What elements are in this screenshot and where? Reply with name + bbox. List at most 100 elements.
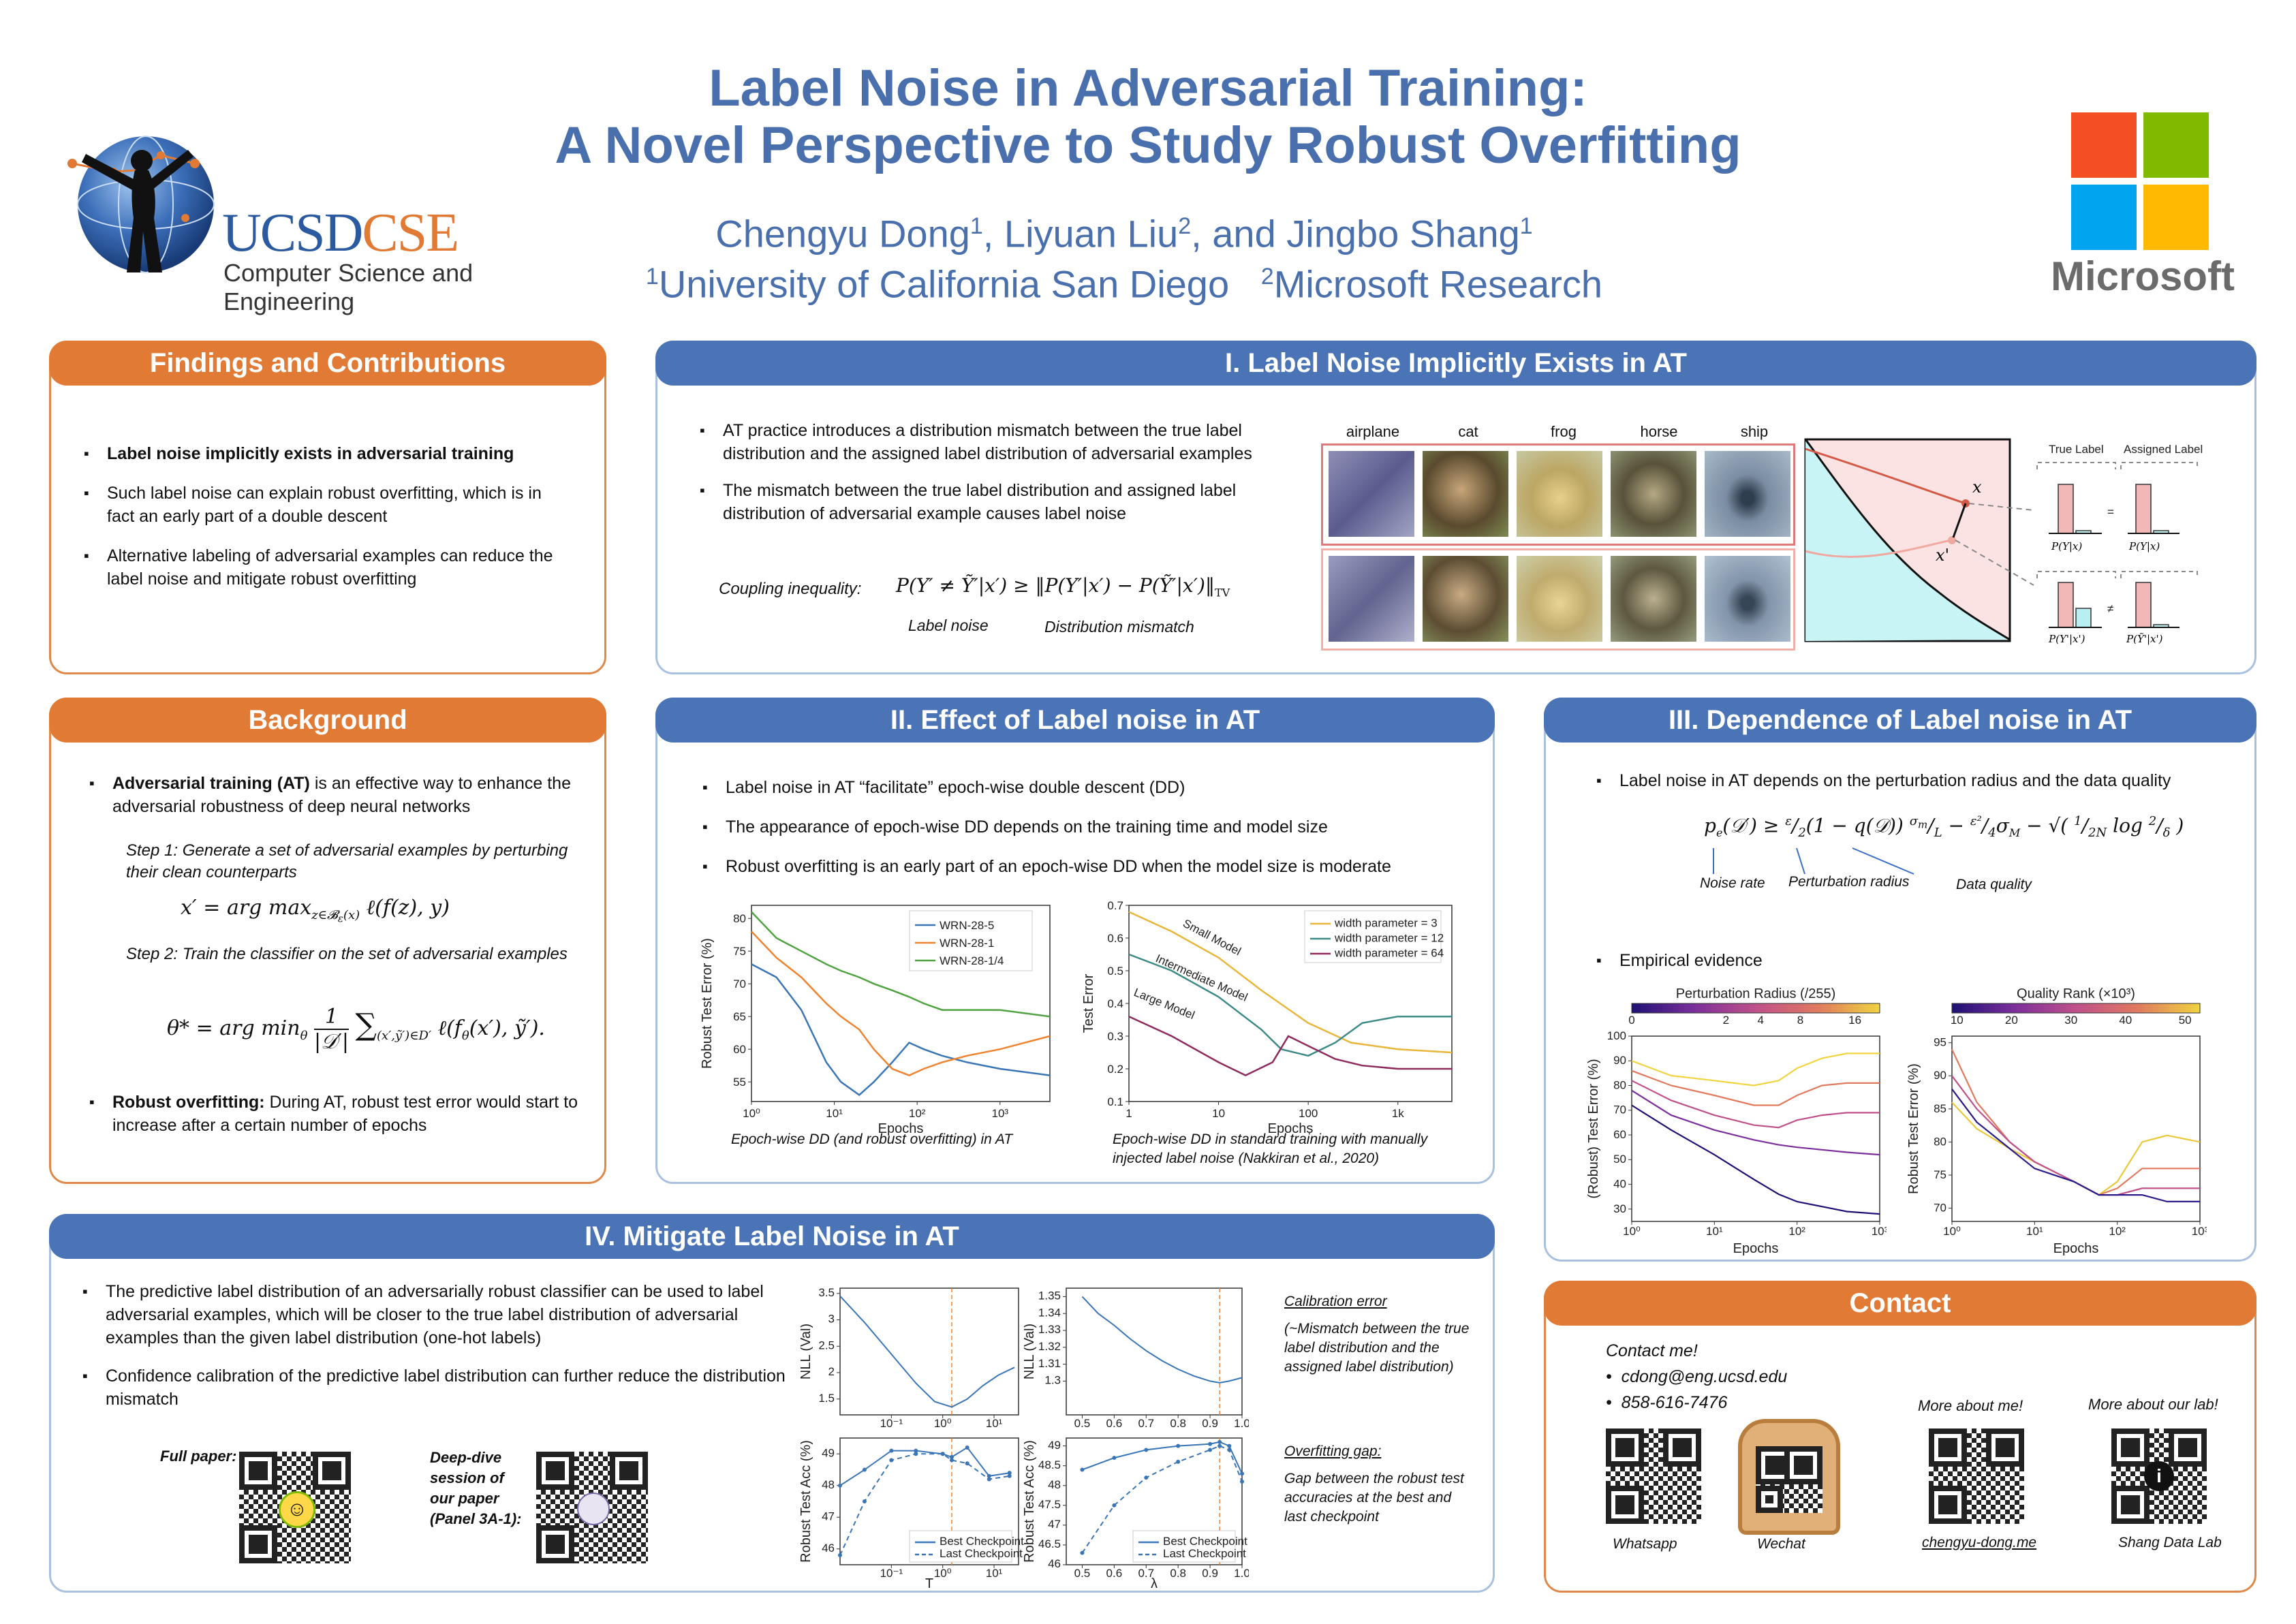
x-tick-label: 1k <box>1392 1107 1404 1120</box>
p-assigned-adv-label: P(Ỹ'|x') <box>2126 633 2163 645</box>
x-tick-label: 10¹ <box>826 1107 843 1120</box>
y-tick-label: 1.5 <box>818 1392 835 1405</box>
p-assigned-clean-label: P(Y|x) <box>2128 540 2160 552</box>
author-name: Liyuan Liu <box>1004 212 1179 255</box>
x-tick-label: 10³ <box>992 1107 1009 1120</box>
x-tick-label: 1.0 <box>1234 1567 1249 1580</box>
step2-text: Step 2: Train the classifier on the set … <box>126 945 568 963</box>
calibration-error-title: Calibration error <box>1284 1294 1387 1309</box>
plot-frame <box>1951 1035 2201 1222</box>
plot-frame <box>839 1437 1019 1565</box>
cse-wordmark: CSE <box>362 203 459 263</box>
ucsd-wordmark: UCSD <box>222 203 363 263</box>
series-line <box>1951 1089 2200 1202</box>
class-label: frog <box>1551 423 1577 440</box>
microsoft-red-square <box>2071 112 2137 178</box>
author-conjunction: and <box>1212 212 1276 255</box>
x-axis-label: Epochs <box>1733 1241 1779 1256</box>
noise-rate-label: Noise rate <box>1700 875 1765 891</box>
y-tick-label: 75 <box>1934 1168 1946 1181</box>
wechat-qr-code[interactable] <box>1756 1446 1822 1513</box>
author-name: Jingbo Shang <box>1286 212 1520 255</box>
whatsapp-qr-code[interactable] <box>1606 1428 1701 1524</box>
data-point <box>1007 1473 1012 1478</box>
colorbar-title: Perturbation Radius (/255) <box>1676 986 1836 1001</box>
y-tick-label: 48 <box>822 1478 835 1491</box>
calibration-error-text: (~Mismatch between the true label distri… <box>1284 1321 1470 1375</box>
y-axis-label: Robust Test Acc (%) <box>801 1440 813 1563</box>
y-tick-label: 30 <box>1613 1202 1626 1215</box>
y-tick-label: 80 <box>1613 1078 1626 1091</box>
y-tick-label: 1.3 <box>1044 1374 1061 1387</box>
legend-label: WRN-28-1 <box>940 937 994 950</box>
colorbar-tick-label: 2 <box>1723 1014 1729 1027</box>
not-equals-sign: ≠ <box>2107 602 2113 615</box>
plot-frame <box>1066 1287 1243 1416</box>
y-tick-label: 100 <box>1607 1029 1626 1042</box>
data-point <box>949 1458 954 1463</box>
section1-bullet: AT practice introduces a distribution mi… <box>700 419 1288 465</box>
x-tick-label: 10¹ <box>986 1417 1003 1430</box>
colorbar-tick-label: 8 <box>1797 1014 1803 1027</box>
label-noise-caption: Label noise <box>908 616 989 634</box>
series-line <box>839 1446 1010 1486</box>
personal-site-link[interactable]: chengyu-dong.me <box>1922 1535 2037 1550</box>
data-point <box>1007 1471 1012 1475</box>
data-point <box>889 1448 894 1453</box>
data-point <box>1144 1448 1149 1452</box>
horse-adv-image <box>1611 556 1696 642</box>
data-point <box>1240 1471 1244 1476</box>
affiliation-list: 1University of California San Diego 2Mic… <box>613 252 1635 309</box>
section3-header: III. Dependence of Label noise in AT <box>1544 698 2256 743</box>
email-text[interactable]: cdong@eng.ucsd.edu <box>1621 1367 1788 1386</box>
personal-site-qr-code[interactable] <box>1929 1428 2024 1524</box>
lab-site-qr-code[interactable]: i <box>2111 1428 2207 1524</box>
author-list: Chengyu Dong1, Liyuan Liu2, and Jingbo S… <box>715 212 1533 255</box>
cifar-image-grid: airplane cat frog horse ship <box>1321 423 1802 651</box>
y-axis-label: NLL (Val) <box>1024 1324 1037 1379</box>
y-tick-label: 1.33 <box>1038 1323 1061 1336</box>
findings-bullet: Such label noise can explain robust over… <box>84 482 557 528</box>
series-line <box>1631 1080 1880 1129</box>
y-tick-label: 0.1 <box>1107 1095 1123 1108</box>
x-tick-label: 0.7 <box>1138 1567 1154 1580</box>
wechat-toast-icon[interactable] <box>1738 1419 1840 1535</box>
findings-panel: Findings and Contributions Label noise i… <box>49 341 606 674</box>
true-label-heading: True Label <box>2049 443 2104 456</box>
y-tick-label: 75 <box>733 945 746 958</box>
deep-dive-qr-code[interactable] <box>536 1452 648 1563</box>
frog-image <box>1517 451 1602 537</box>
x-tick-label: 10⁻¹ <box>880 1567 903 1580</box>
clean-image-row <box>1321 443 1795 546</box>
distribution-mismatch-caption: Distribution mismatch <box>1044 618 1194 636</box>
adversarial-image-row <box>1321 548 1795 651</box>
robust-overfitting-description: During AT, robust test error would start… <box>112 1093 578 1135</box>
colorbar-tick-label: 50 <box>2179 1014 2192 1027</box>
y-axis-label: (Robust) Test Error (%) <box>1587 1059 1601 1198</box>
y-tick-label: 48 <box>1048 1478 1061 1491</box>
x-axis-label: Epochs <box>2053 1241 2099 1256</box>
full-paper-qr-code[interactable]: ☺ <box>239 1452 351 1563</box>
x-tick-label: 0.5 <box>1074 1567 1091 1580</box>
full-paper-label: Full paper: <box>160 1448 237 1465</box>
contact-email[interactable]: • cdong@eng.ucsd.edu <box>1606 1367 1788 1386</box>
ship-image <box>1705 451 1790 537</box>
affiliation-number: 1 <box>645 264 659 290</box>
y-tick-label: 49 <box>1048 1439 1061 1452</box>
overfitting-gap-title: Overfitting gap: <box>1284 1443 1382 1459</box>
data-point <box>1227 1443 1232 1448</box>
x-tick-label: 10⁰ <box>1623 1225 1641 1238</box>
section2-caption-right: Epoch-wise DD in standard training with … <box>1113 1131 1428 1166</box>
section4-bullet: Confidence calibration of the predictive… <box>82 1364 787 1411</box>
y-tick-label: 1.31 <box>1038 1357 1061 1370</box>
model-size-annotation: Intermediate Model <box>1153 952 1250 1004</box>
y-tick-label: 1.35 <box>1038 1290 1061 1302</box>
x-tick-label: 10⁰ <box>934 1417 952 1430</box>
data-point <box>1227 1448 1232 1452</box>
x-tick-label: 1 <box>1126 1107 1132 1120</box>
microsoft-blue-square <box>2071 185 2137 250</box>
affiliation-number: 2 <box>1260 264 1274 290</box>
y-tick-label: 60 <box>1613 1128 1626 1141</box>
legend-label: width parameter = 64 <box>1334 947 1444 960</box>
data-point <box>1080 1550 1085 1555</box>
